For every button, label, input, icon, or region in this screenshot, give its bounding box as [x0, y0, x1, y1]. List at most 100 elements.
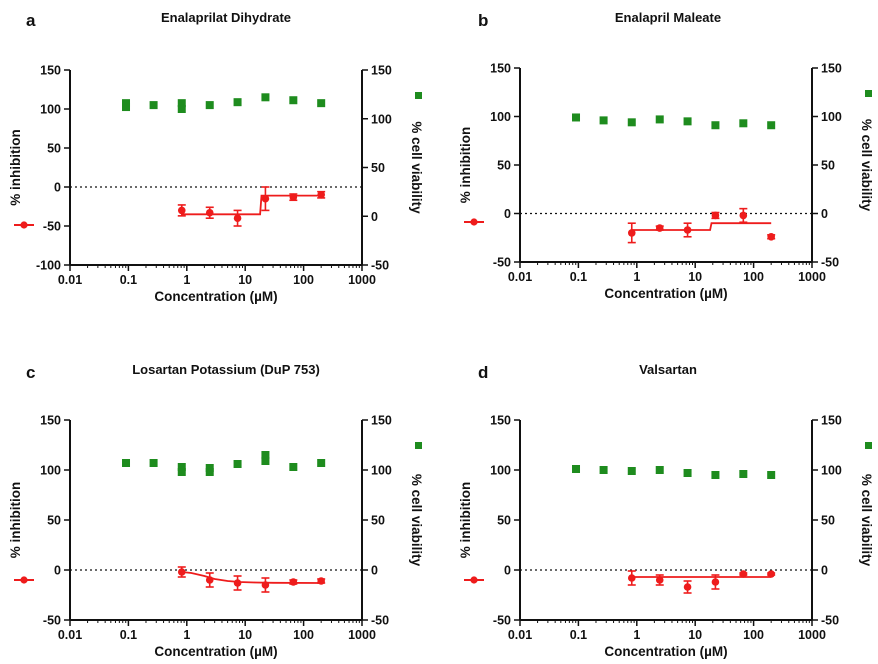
- viability-point: [655, 115, 664, 124]
- x-tick-label: 0.1: [120, 628, 137, 642]
- x-tick-label: 0.1: [120, 273, 137, 287]
- panel-title: Enalaprilat Dihydrate: [161, 10, 291, 25]
- inhibition-point: [711, 211, 720, 220]
- left-y-tick-label: 0: [54, 181, 61, 195]
- viability-point: [572, 465, 581, 473]
- viability-point: [289, 463, 298, 471]
- panel-label: b: [478, 11, 488, 30]
- inhibition-legend-marker: [470, 218, 478, 226]
- right-y-tick-label: -50: [371, 259, 389, 273]
- viability-point: [711, 121, 720, 130]
- right-y-tick-label: 50: [371, 514, 385, 528]
- right-y-tick-label: 50: [371, 161, 385, 175]
- right-y-tick-label: 150: [821, 62, 842, 76]
- panel-title: Valsartan: [639, 362, 697, 377]
- left-y-axis-title: % inhibition: [8, 482, 23, 559]
- inhibition-point: [627, 574, 636, 582]
- inhibition-point: [233, 214, 242, 222]
- x-axis-title: Concentration (µM): [604, 644, 727, 659]
- x-tick-label: 1: [633, 270, 640, 284]
- right-y-tick-label: 100: [821, 110, 842, 124]
- left-y-tick-label: 100: [490, 464, 511, 478]
- viability-point: [233, 98, 242, 107]
- right-y-tick-label: 100: [371, 464, 392, 478]
- right-y-tick-label: 100: [371, 112, 392, 126]
- x-tick-label: 0.01: [508, 628, 532, 642]
- x-tick-label: 0.01: [58, 628, 82, 642]
- x-tick-label: 1: [183, 273, 190, 287]
- viability-point: [177, 99, 186, 108]
- inhibition-fit-line: [631, 222, 772, 231]
- right-y-tick-label: 0: [821, 564, 828, 578]
- left-y-tick-label: 150: [490, 414, 511, 428]
- viability-point: [739, 470, 748, 478]
- right-y-axis-title: % cell viability: [859, 119, 874, 212]
- inhibition-point: [627, 229, 636, 237]
- left-y-tick-label: 50: [497, 514, 511, 528]
- inhibition-point: [317, 577, 325, 585]
- left-y-tick-label: 0: [504, 564, 511, 578]
- left-y-axis-title: % inhibition: [458, 482, 473, 559]
- inhibition-point: [711, 578, 720, 586]
- viability-point: [122, 459, 131, 467]
- left-y-tick-label: 150: [40, 64, 61, 78]
- right-y-tick-label: -50: [821, 256, 839, 270]
- viability-point: [289, 96, 298, 105]
- viability-point: [177, 468, 186, 476]
- left-y-tick-label: -50: [43, 220, 61, 234]
- inhibition-point: [739, 211, 748, 220]
- right-y-tick-label: 50: [821, 514, 835, 528]
- viability-point: [627, 467, 636, 475]
- panel-label: d: [478, 363, 488, 382]
- viability-point: [205, 464, 214, 472]
- x-tick-label: 100: [743, 628, 764, 642]
- inhibition-legend-marker: [20, 576, 28, 584]
- left-y-tick-label: 50: [497, 159, 511, 173]
- x-tick-label: 10: [238, 273, 252, 287]
- x-axis-title: Concentration (µM): [154, 644, 277, 659]
- viability-point: [261, 457, 270, 465]
- inhibition-point: [289, 193, 298, 201]
- x-axis-title: Concentration (µM): [154, 289, 277, 304]
- panel-title: Enalapril Maleate: [615, 10, 721, 25]
- x-axis-title: Concentration (µM): [604, 286, 727, 301]
- left-y-tick-label: 150: [490, 62, 511, 76]
- right-y-axis-title: % cell viability: [409, 121, 424, 214]
- right-y-tick-label: 0: [371, 210, 378, 224]
- x-tick-label: 10: [688, 628, 702, 642]
- viability-point: [317, 99, 326, 108]
- right-y-tick-label: -50: [821, 614, 839, 628]
- inhibition-legend-marker: [20, 221, 28, 229]
- chart-panel-c: c Losartan Potassium (DuP 753) 0.01 0.1 1 10 1…: [8, 362, 424, 659]
- right-y-tick-label: 50: [821, 159, 835, 173]
- viability-point: [149, 459, 158, 467]
- inhibition-point: [683, 226, 692, 234]
- viability-point: [572, 113, 581, 122]
- inhibition-legend-marker: [470, 576, 478, 584]
- viability-point: [739, 119, 748, 128]
- right-y-tick-label: 100: [821, 464, 842, 478]
- viability-point: [683, 469, 692, 477]
- left-y-axis-title: % inhibition: [8, 129, 23, 206]
- viability-legend-marker: [415, 442, 422, 449]
- x-tick-label: 0.1: [570, 270, 587, 284]
- inhibition-point: [177, 568, 186, 576]
- x-tick-label: 100: [293, 273, 314, 287]
- inhibition-point: [261, 581, 270, 589]
- viability-point: [599, 466, 608, 474]
- viability-point: [711, 471, 720, 479]
- left-y-axis-title: % inhibition: [458, 127, 473, 204]
- right-y-tick-label: 0: [821, 207, 828, 221]
- right-y-tick-label: 150: [371, 64, 392, 78]
- left-y-tick-label: 50: [47, 142, 61, 156]
- viability-point: [149, 101, 158, 110]
- inhibition-point: [233, 579, 242, 587]
- viability-legend-marker: [865, 442, 872, 449]
- left-y-tick-label: 100: [40, 464, 61, 478]
- left-y-tick-label: 100: [490, 110, 511, 124]
- viability-point: [261, 93, 270, 102]
- right-y-tick-label: 150: [371, 414, 392, 428]
